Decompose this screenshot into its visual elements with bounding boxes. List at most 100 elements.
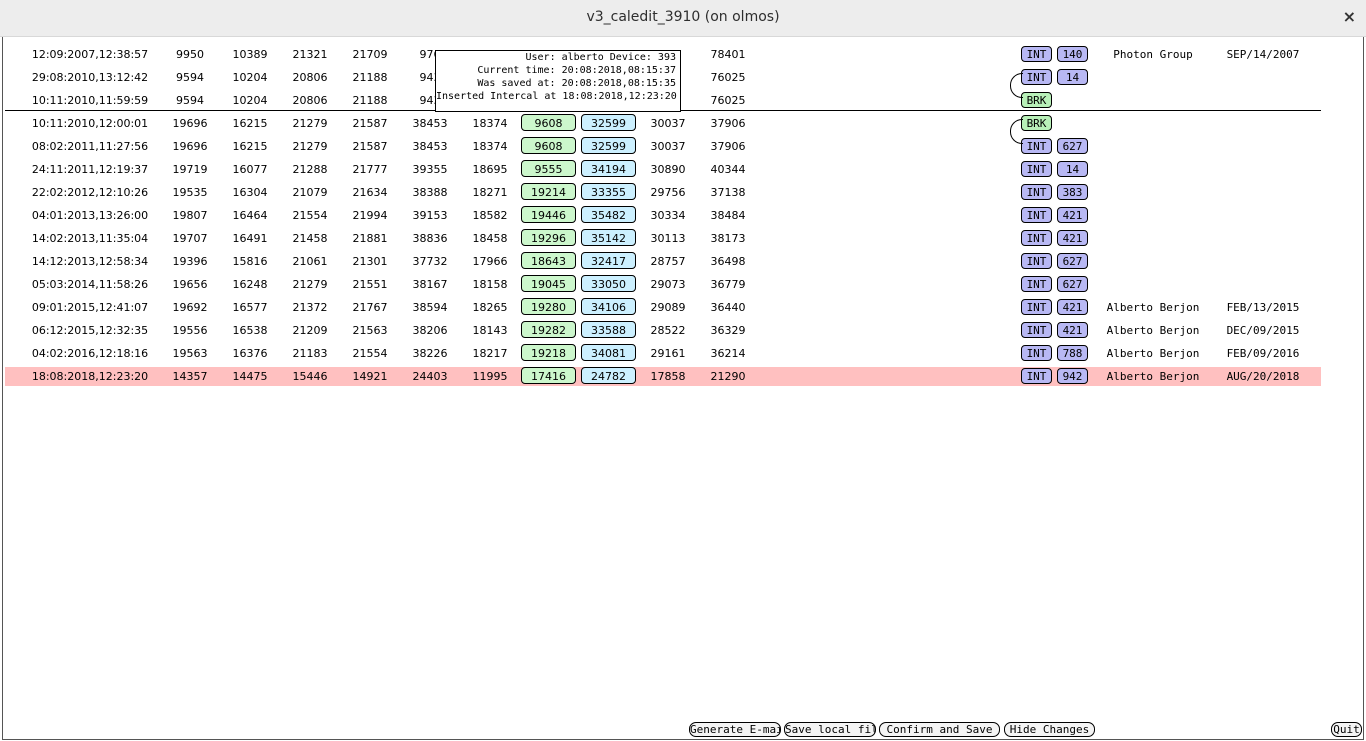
cell-c6: 18143: [472, 324, 508, 337]
cell-c3: 20806: [292, 94, 328, 107]
cell-date: 22:02:2012,12:10:26: [31, 186, 149, 199]
table-row[interactable]: 09:01:2015,12:41:07 19692 16577 21372 21767 3…: [5, 298, 1321, 317]
intercal-tag[interactable]: INT: [1021, 368, 1052, 384]
device-number-tag[interactable]: 421: [1057, 230, 1088, 246]
editable-blue-value[interactable]: 33355: [581, 183, 636, 200]
device-number-tag[interactable]: 421: [1057, 207, 1088, 223]
editable-blue-value[interactable]: 34194: [581, 160, 636, 177]
editable-green-value[interactable]: 19214: [521, 183, 576, 200]
editable-blue-value[interactable]: 34106: [581, 298, 636, 315]
cell-c5: 39153: [412, 209, 448, 222]
cell-when: AUG/20/2018: [1226, 370, 1300, 383]
cell-who: Alberto Berjon: [1106, 347, 1200, 360]
intercal-tag[interactable]: INT: [1021, 69, 1052, 85]
editable-blue-value[interactable]: 33588: [581, 321, 636, 338]
cell-c5: 38594: [412, 301, 448, 314]
cell-c3: 21079: [292, 186, 328, 199]
cell-date: 18:08:2018,12:23:20: [31, 370, 149, 383]
intercal-tag[interactable]: INT: [1021, 161, 1052, 177]
intercal-tag[interactable]: INT: [1021, 230, 1052, 246]
intercal-tag[interactable]: INT: [1021, 299, 1052, 315]
confirm-and-save-button[interactable]: Confirm and Save: [879, 722, 1000, 737]
cell-c7: 28757: [650, 255, 686, 268]
close-icon[interactable]: ×: [1342, 7, 1356, 26]
table-row[interactable]: 18:08:2018,12:23:20 14357 14475 15446 14921 2…: [5, 367, 1321, 386]
table-row[interactable]: 29:08:2010,13:12:42 9594 10204 20806 21188 94…: [5, 68, 1321, 87]
action-bar: Generate E-mail Save local file Confirm …: [0, 722, 1366, 738]
cell-when: FEB/09/2016: [1226, 347, 1300, 360]
table-row[interactable]: 04:02:2016,12:18:16 19563 16376 21183 21554 3…: [5, 344, 1321, 363]
table-row[interactable]: 14:12:2013,12:58:34 19396 15816 21061 21301 3…: [5, 252, 1321, 271]
editable-green-value[interactable]: 9608: [521, 114, 576, 131]
cell-c8: 76025: [710, 71, 746, 84]
device-number-tag[interactable]: 627: [1057, 276, 1088, 292]
device-number-tag[interactable]: 942: [1057, 368, 1088, 384]
editable-green-value[interactable]: 19218: [521, 344, 576, 361]
cell-c2: 16538: [232, 324, 268, 337]
cell-c4: 14921: [352, 370, 388, 383]
editable-blue-value[interactable]: 32599: [581, 137, 636, 154]
cell-c6: 18374: [472, 140, 508, 153]
editable-green-value[interactable]: 17416: [521, 367, 576, 384]
cell-c1: 19807: [172, 209, 208, 222]
device-number-tag[interactable]: 383: [1057, 184, 1088, 200]
table-row[interactable]: 10:11:2010,11:59:59 9594 10204 20806 21188 94…: [5, 91, 1321, 110]
device-number-tag[interactable]: 788: [1057, 345, 1088, 361]
editable-green-value[interactable]: 9555: [521, 160, 576, 177]
break-tag[interactable]: BRK: [1021, 92, 1052, 108]
editable-blue-value[interactable]: 32417: [581, 252, 636, 269]
editable-blue-value[interactable]: 33050: [581, 275, 636, 292]
editable-green-value[interactable]: 9608: [521, 137, 576, 154]
intercal-tag[interactable]: INT: [1021, 322, 1052, 338]
hide-changes-button[interactable]: Hide Changes: [1004, 722, 1095, 737]
table-row[interactable]: 24:11:2011,12:19:37 19719 16077 21288 21777 3…: [5, 160, 1321, 179]
intercal-tag[interactable]: INT: [1021, 207, 1052, 223]
device-number-tag[interactable]: 627: [1057, 253, 1088, 269]
cell-date: 14:02:2013,11:35:04: [31, 232, 149, 245]
intercal-tag[interactable]: INT: [1021, 46, 1052, 62]
table-row[interactable]: 22:02:2012,12:10:26 19535 16304 21079 21634 3…: [5, 183, 1321, 202]
table-row[interactable]: 10:11:2010,12:00:01 19696 16215 21279 21587 3…: [5, 114, 1321, 133]
intercal-tag[interactable]: INT: [1021, 138, 1052, 154]
save-local-file-button[interactable]: Save local file: [784, 722, 876, 737]
table-row[interactable]: 05:03:2014,11:58:26 19656 16248 21279 21551 3…: [5, 275, 1321, 294]
intercal-tag[interactable]: INT: [1021, 276, 1052, 292]
device-number-tag[interactable]: 14: [1057, 69, 1088, 85]
editable-green-value[interactable]: 19446: [521, 206, 576, 223]
cell-date: 12:09:2007,12:38:57: [31, 48, 149, 61]
cell-c3: 21279: [292, 117, 328, 130]
generate-email-button[interactable]: Generate E-mail: [689, 722, 781, 737]
cell-c7: 29756: [650, 186, 686, 199]
cell-c3: 21183: [292, 347, 328, 360]
cell-c8: 38484: [710, 209, 746, 222]
table-row[interactable]: 14:02:2013,11:35:04 19707 16491 21458 21881 3…: [5, 229, 1321, 248]
tooltip-inserted-line: Inserted Intercal at 18:08:2018,12:23:20: [436, 91, 677, 102]
tooltip-current-time-line: Current time: 20:08:2018,08:15:37: [477, 65, 676, 76]
editable-green-value[interactable]: 19282: [521, 321, 576, 338]
cell-c6: 18374: [472, 117, 508, 130]
editable-blue-value[interactable]: 32599: [581, 114, 636, 131]
cell-c2: 16215: [232, 117, 268, 130]
device-number-tag[interactable]: 421: [1057, 322, 1088, 338]
table-row[interactable]: 06:12:2015,12:32:35 19556 16538 21209 21563 3…: [5, 321, 1321, 340]
editable-blue-value[interactable]: 35482: [581, 206, 636, 223]
break-tag[interactable]: BRK: [1021, 115, 1052, 131]
intercal-tag[interactable]: INT: [1021, 184, 1052, 200]
editable-green-value[interactable]: 19280: [521, 298, 576, 315]
device-number-tag[interactable]: 14: [1057, 161, 1088, 177]
quit-button[interactable]: Quit: [1331, 722, 1362, 737]
table-row[interactable]: 04:01:2013,13:26:00 19807 16464 21554 21994 3…: [5, 206, 1321, 225]
cell-c4: 21188: [352, 94, 388, 107]
editable-blue-value[interactable]: 35142: [581, 229, 636, 246]
device-number-tag[interactable]: 140: [1057, 46, 1088, 62]
intercal-tag[interactable]: INT: [1021, 345, 1052, 361]
editable-green-value[interactable]: 19296: [521, 229, 576, 246]
editable-green-value[interactable]: 19045: [521, 275, 576, 292]
device-number-tag[interactable]: 421: [1057, 299, 1088, 315]
editable-green-value[interactable]: 18643: [521, 252, 576, 269]
editable-blue-value[interactable]: 34081: [581, 344, 636, 361]
device-number-tag[interactable]: 627: [1057, 138, 1088, 154]
editable-blue-value[interactable]: 24782: [581, 367, 636, 384]
table-row[interactable]: 08:02:2011,11:27:56 19696 16215 21279 21587 3…: [5, 137, 1321, 156]
intercal-tag[interactable]: INT: [1021, 253, 1052, 269]
